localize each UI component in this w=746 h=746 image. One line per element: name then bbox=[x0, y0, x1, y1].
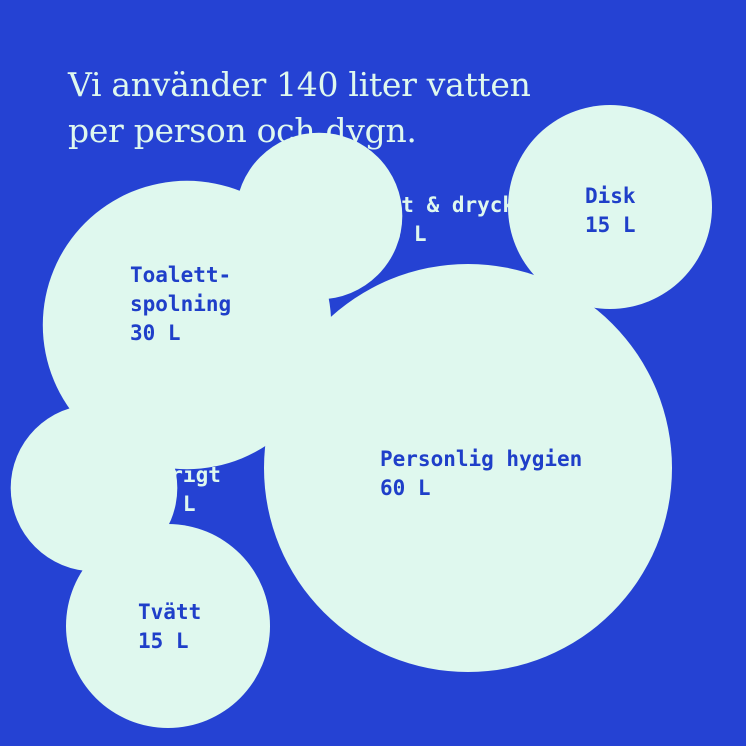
label-tvatt: Tvätt 15 L bbox=[138, 598, 201, 656]
label-mat-dryck-name: Mat & dryck bbox=[376, 193, 516, 217]
label-disk-value: 15 L bbox=[585, 213, 636, 237]
label-personlig-hygien: Personlig hygien 60 L bbox=[380, 445, 582, 503]
label-disk: Disk 15 L bbox=[585, 182, 636, 240]
label-ovrigt-name: Övrigt bbox=[145, 463, 221, 487]
chart-title: Vi använder 140 liter vatten per person … bbox=[68, 62, 708, 154]
label-toalettspolning-name-1: Toalett- bbox=[130, 263, 232, 287]
label-toalettspolning-name-2: spolning bbox=[130, 292, 232, 316]
label-tvatt-name: Tvätt bbox=[138, 600, 202, 624]
bubble-disk bbox=[508, 105, 712, 309]
label-disk-name: Disk bbox=[585, 184, 636, 208]
bubble-tvatt bbox=[66, 524, 270, 728]
label-personlig-hygien-value: 60 L bbox=[380, 476, 431, 500]
label-toalettspolning: Toalett- spolning 30 L bbox=[130, 261, 231, 348]
bubble-hygien bbox=[264, 264, 672, 672]
label-ovrigt-value: 10 L bbox=[145, 492, 196, 516]
label-mat-dryck: Mat & dryck 10 L bbox=[376, 191, 515, 249]
label-ovrigt: Övrigt 10 L bbox=[145, 461, 221, 519]
label-toalettspolning-value: 30 L bbox=[130, 321, 181, 345]
label-tvatt-value: 15 L bbox=[138, 629, 189, 653]
chart-title-line-1: Vi använder 140 liter vatten bbox=[68, 65, 531, 104]
bubble-mat bbox=[235, 132, 403, 300]
label-mat-dryck-value: 10 L bbox=[376, 222, 427, 246]
label-personlig-hygien-name: Personlig hygien bbox=[380, 447, 583, 471]
